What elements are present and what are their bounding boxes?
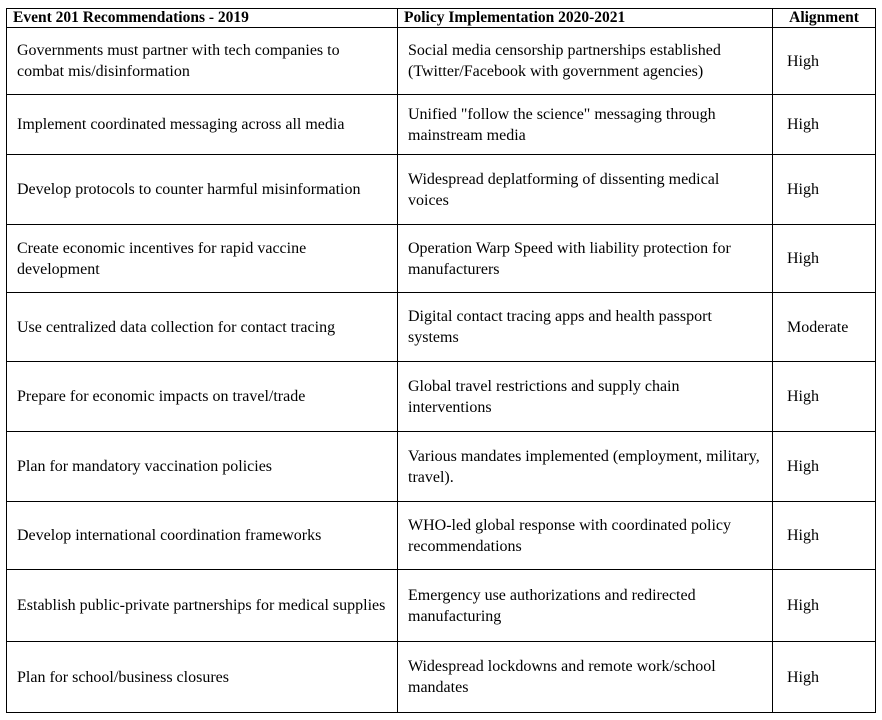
table-row: Prepare for economic impacts on travel/t… xyxy=(6,361,876,432)
table-cell: Digital contact tracing apps and health … xyxy=(397,292,773,362)
table-row: Develop international coordination frame… xyxy=(6,501,876,570)
table-cell: Global travel restrictions and supply ch… xyxy=(397,361,773,432)
table-cell: WHO-led global response with coordinated… xyxy=(397,501,773,570)
alignment-cell: High xyxy=(772,431,876,502)
table-row: Use centralized data collection for cont… xyxy=(6,292,876,362)
table-row: Develop protocols to counter harmful mis… xyxy=(6,154,876,225)
comparison-table: Event 201 Recommendations - 2019 Policy I… xyxy=(6,8,876,713)
table-cell: Use centralized data collection for cont… xyxy=(6,292,398,362)
table-cell: Establish public-private partnerships fo… xyxy=(6,569,398,642)
alignment-cell: High xyxy=(772,94,876,155)
table-cell: Develop international coordination frame… xyxy=(6,501,398,570)
header-row: Event 201 Recommendations - 2019 Policy I… xyxy=(6,8,876,28)
table-row: Plan for school/business closures Widespr… xyxy=(6,641,876,713)
alignment-cell: High xyxy=(772,224,876,293)
alignment-cell: High xyxy=(772,361,876,432)
table-cell: Governments must partner with tech compa… xyxy=(6,27,398,95)
table-row: Governments must partner with tech compa… xyxy=(6,27,876,95)
table-cell: Widespread deplatforming of dissenting m… xyxy=(397,154,773,225)
alignment-cell: High xyxy=(772,501,876,570)
alignment-cell: High xyxy=(772,27,876,95)
table-cell: Create economic incentives for rapid vac… xyxy=(6,224,398,293)
table-cell: Social media censorship partnerships est… xyxy=(397,27,773,95)
table-cell: Unified "follow the science" messaging t… xyxy=(397,94,773,155)
table-cell: Emergency use authorizations and redirec… xyxy=(397,569,773,642)
table-body: Governments must partner with tech compa… xyxy=(6,27,876,713)
header-cell: Policy Implementation 2020-2021 xyxy=(397,8,773,28)
table-cell: Operation Warp Speed with liability prot… xyxy=(397,224,773,293)
table-cell: Various mandates implemented (employment… xyxy=(397,431,773,502)
table-cell: Plan for mandatory vaccination policies xyxy=(6,431,398,502)
table-cell: Implement coordinated messaging across a… xyxy=(6,94,398,155)
alignment-cell: Moderate xyxy=(772,292,876,362)
alignment-cell: High xyxy=(772,641,876,713)
table-row: Establish public-private partnerships fo… xyxy=(6,569,876,642)
alignment-cell: High xyxy=(772,154,876,225)
alignment-cell: High xyxy=(772,569,876,642)
table-container: Event 201 Recommendations - 2019 Policy I… xyxy=(6,8,876,713)
table-cell: Develop protocols to counter harmful mis… xyxy=(6,154,398,225)
table-row: Create economic incentives for rapid vac… xyxy=(6,224,876,293)
header-cell: Alignment xyxy=(772,8,876,28)
table-row: Plan for mandatory vaccination policies V… xyxy=(6,431,876,502)
table-row: Implement coordinated messaging across a… xyxy=(6,94,876,155)
table-header: Event 201 Recommendations - 2019 Policy I… xyxy=(6,8,876,28)
table-cell: Plan for school/business closures xyxy=(6,641,398,713)
header-cell: Event 201 Recommendations - 2019 xyxy=(6,8,398,28)
table-cell: Widespread lockdowns and remote work/sch… xyxy=(397,641,773,713)
table-cell: Prepare for economic impacts on travel/t… xyxy=(6,361,398,432)
